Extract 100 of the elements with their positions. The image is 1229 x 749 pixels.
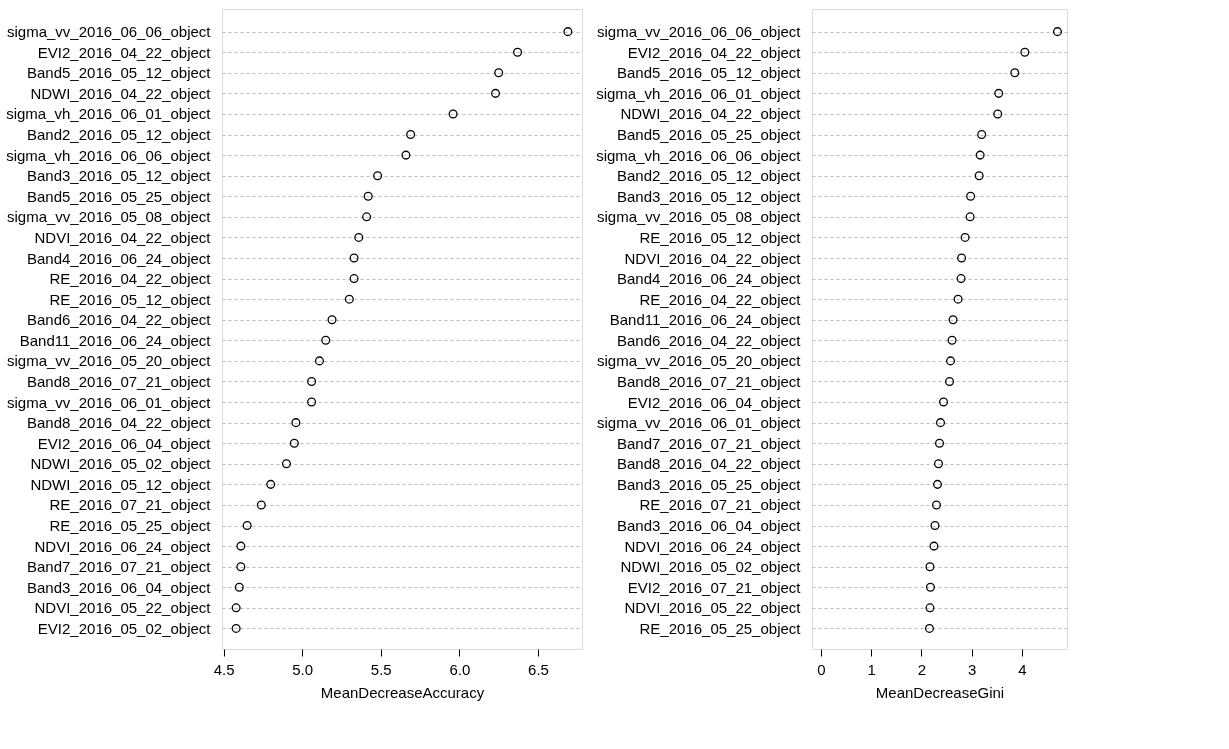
y-tick-label: NDWI_2016_05_02_object bbox=[30, 455, 212, 473]
y-tick-label: RE_2016_07_21_object bbox=[639, 496, 802, 514]
point bbox=[966, 191, 976, 201]
y-tick-label: Band3_2016_06_04_object bbox=[616, 517, 802, 535]
point bbox=[354, 232, 364, 242]
point bbox=[947, 335, 957, 345]
point bbox=[344, 294, 354, 304]
y-tick-label: Band3_2016_06_04_object bbox=[26, 578, 212, 596]
x-tick-label: 5.5 bbox=[370, 660, 392, 678]
y-tick-label: EVI2_2016_07_21_object bbox=[627, 578, 802, 596]
point bbox=[925, 603, 935, 613]
point bbox=[349, 274, 359, 284]
point bbox=[256, 500, 266, 510]
x-tick-label: 5.0 bbox=[292, 660, 314, 678]
x-tick-label: 1 bbox=[867, 660, 876, 678]
x-tick-label: 6.0 bbox=[449, 660, 471, 678]
point bbox=[932, 479, 943, 489]
point bbox=[231, 603, 241, 613]
point bbox=[491, 88, 501, 98]
point bbox=[406, 130, 416, 140]
y-tick-label: RE_2016_05_25_object bbox=[49, 517, 212, 535]
point bbox=[362, 212, 372, 222]
point bbox=[1052, 27, 1062, 37]
y-tick-label: RE_2016_07_21_object bbox=[49, 496, 212, 514]
y-tick-label: Band3_2016_05_25_object bbox=[616, 475, 802, 493]
y-tick-label: Band11_2016_06_24_object bbox=[609, 311, 802, 329]
point bbox=[946, 356, 956, 366]
x-axis-title: MeanDecreaseGini bbox=[875, 683, 1005, 701]
y-tick-label: NDVI_2016_06_24_object bbox=[34, 537, 212, 555]
y-tick-label: Band8_2016_07_21_object bbox=[26, 372, 212, 390]
y-tick-label: NDVI_2016_05_22_object bbox=[34, 599, 212, 617]
point bbox=[993, 109, 1003, 119]
y-tick-label: EVI2_2016_04_22_object bbox=[627, 43, 802, 61]
point bbox=[938, 397, 949, 407]
y-tick-label: NDVI_2016_05_22_object bbox=[624, 599, 802, 617]
y-tick-label: Band3_2016_05_12_object bbox=[26, 167, 212, 185]
point bbox=[935, 418, 946, 428]
y-tick-label: sigma_vv_2016_05_08_object bbox=[597, 208, 802, 226]
y-tick-label: EVI2_2016_06_04_object bbox=[627, 393, 802, 411]
point bbox=[956, 274, 966, 284]
y-tick-label: NDWI_2016_05_12_object bbox=[30, 475, 212, 493]
point bbox=[975, 150, 985, 160]
y-tick-label: Band2_2016_05_12_object bbox=[26, 126, 212, 144]
y-tick-label: EVI2_2016_06_04_object bbox=[37, 434, 212, 452]
y-tick-label: RE_2016_04_22_object bbox=[639, 290, 802, 308]
point bbox=[289, 438, 299, 448]
point bbox=[563, 27, 573, 37]
point bbox=[953, 294, 963, 304]
point bbox=[934, 438, 945, 448]
point bbox=[1020, 47, 1030, 57]
y-tick-label: Band8_2016_04_22_object bbox=[616, 455, 802, 473]
y-tick-label: Band11_2016_06_24_object bbox=[19, 331, 212, 349]
y-tick-label: sigma_vh_2016_06_06_object bbox=[6, 146, 212, 164]
y-tick-label: NDVI_2016_06_24_object bbox=[624, 537, 802, 555]
y-tick-label: NDWI_2016_04_22_object bbox=[30, 84, 212, 102]
point bbox=[291, 418, 301, 428]
point bbox=[960, 232, 970, 242]
x-axis-title: MeanDecreaseAccuracy bbox=[320, 683, 485, 701]
point bbox=[266, 479, 276, 489]
x-tick-label: 4 bbox=[1018, 660, 1027, 678]
y-tick-label: Band5_2016_05_12_object bbox=[26, 64, 212, 82]
y-tick-label: Band5_2016_05_25_object bbox=[26, 187, 212, 205]
point bbox=[974, 171, 984, 181]
point bbox=[321, 335, 331, 345]
y-tick-label: Band6_2016_04_22_object bbox=[616, 331, 802, 349]
point bbox=[327, 315, 337, 325]
x-tick-label: 3 bbox=[967, 660, 977, 678]
x-tick-label: 4.5 bbox=[213, 660, 235, 678]
y-tick-label: sigma_vv_2016_05_20_object bbox=[7, 352, 212, 370]
y-tick-label: Band8_2016_07_21_object bbox=[616, 372, 802, 390]
point bbox=[242, 521, 252, 531]
point bbox=[494, 68, 504, 78]
x-tick-label: 0 bbox=[817, 660, 826, 678]
y-tick-label: sigma_vh_2016_06_06_object bbox=[596, 146, 802, 164]
y-tick-label: EVI2_2016_05_02_object bbox=[37, 619, 212, 637]
y-tick-label: Band6_2016_04_22_object bbox=[26, 311, 212, 329]
y-tick-label: RE_2016_05_12_object bbox=[49, 290, 212, 308]
y-tick-label: Band7_2016_07_21_object bbox=[616, 434, 802, 452]
point bbox=[929, 541, 939, 551]
point bbox=[948, 315, 958, 325]
y-tick-label: Band8_2016_04_22_object bbox=[26, 414, 212, 432]
point bbox=[994, 88, 1004, 98]
y-tick-label: NDVI_2016_04_22_object bbox=[624, 249, 802, 267]
point bbox=[236, 562, 246, 572]
point bbox=[314, 356, 324, 366]
point bbox=[234, 582, 244, 592]
y-tick-label: sigma_vv_2016_05_20_object bbox=[597, 352, 802, 370]
y-tick-label: RE_2016_04_22_object bbox=[49, 270, 212, 288]
point bbox=[307, 397, 317, 407]
y-tick-label: sigma_vv_2016_06_01_object bbox=[7, 393, 212, 411]
point bbox=[448, 109, 458, 119]
y-tick-label: Band5_2016_05_25_object bbox=[616, 126, 802, 144]
point bbox=[1010, 68, 1020, 78]
y-tick-label: Band7_2016_07_21_object bbox=[26, 558, 212, 576]
point bbox=[513, 47, 523, 57]
y-tick-label: NDWI_2016_05_02_object bbox=[620, 558, 802, 576]
point bbox=[925, 562, 935, 572]
y-tick-label: RE_2016_05_25_object bbox=[639, 619, 802, 637]
y-tick-label: Band4_2016_06_24_object bbox=[26, 249, 212, 267]
y-tick-label: EVI2_2016_04_22_object bbox=[37, 43, 212, 61]
